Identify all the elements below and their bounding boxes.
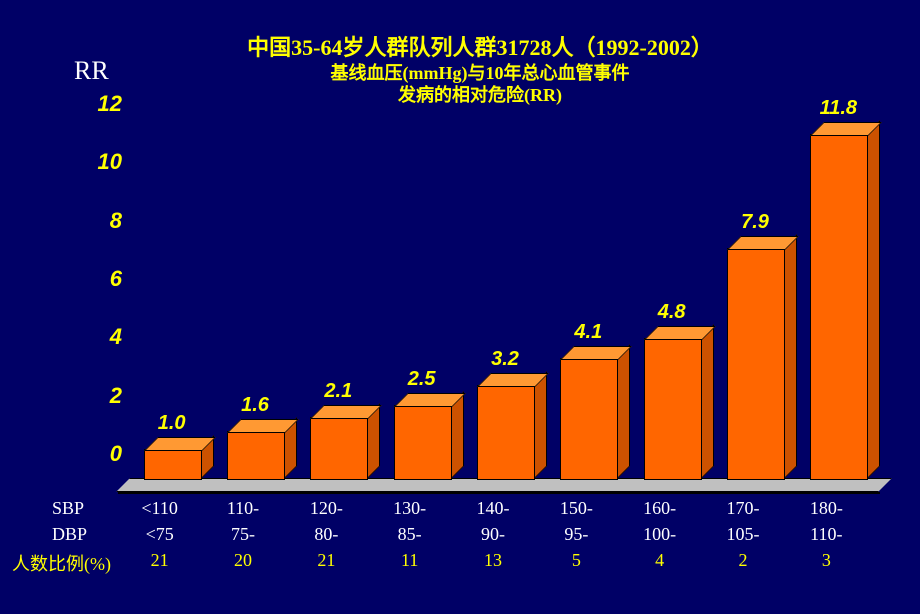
y-tick-label: 4 (82, 324, 122, 350)
bar-front (144, 449, 202, 480)
x-cell: <75 (120, 524, 200, 545)
bar-side (616, 344, 630, 480)
bar: 1.6 (227, 433, 283, 480)
y-tick-label: 2 (82, 383, 122, 409)
rr-axis-label: RR (74, 56, 109, 86)
x-cell: 120- (286, 498, 366, 519)
bar-front (394, 405, 452, 480)
bar-value-label: 2.5 (382, 368, 462, 391)
bar: 2.5 (394, 407, 450, 480)
x-axis-row: 人数比例(%)21202111135423 (80, 550, 880, 576)
x-cell: 21 (120, 550, 200, 571)
bar-front (727, 248, 785, 480)
x-cell: 180- (786, 498, 866, 519)
bar-front (560, 358, 618, 480)
bar-chart: 024681012 1.01.62.12.53.24.14.87.911.8 (80, 130, 880, 480)
bar-value-label: 1.6 (215, 394, 295, 417)
bar-front (810, 134, 868, 480)
bar-front (477, 385, 535, 480)
bar-value-label: 7.9 (715, 211, 795, 234)
x-cell: 2 (703, 550, 783, 571)
x-cell: 130- (370, 498, 450, 519)
x-cell: 75- (203, 524, 283, 545)
x-axis-row: DBP<7575-80-85-90-95-100-105-110- (80, 524, 880, 550)
x-cell: 140- (453, 498, 533, 519)
x-axis-rows: SBP<110110-120-130-140-150-160-170-180-D… (80, 498, 880, 576)
bar: 3.2 (477, 387, 533, 480)
x-cell: 110- (203, 498, 283, 519)
x-cell: 21 (286, 550, 366, 571)
bar-side (700, 324, 714, 480)
bar-front (227, 431, 285, 480)
slide: RR 中国35-64岁人群队列人群31728人（1992-2002） 基线血压(… (0, 0, 920, 614)
x-axis-row: SBP<110110-120-130-140-150-160-170-180- (80, 498, 880, 524)
chart-floor-edge (118, 492, 880, 494)
bar-side (533, 371, 547, 480)
bar-side (783, 234, 797, 480)
x-cell: 100- (620, 524, 700, 545)
x-cell: <110 (120, 498, 200, 519)
x-row-label: 人数比例(%) (12, 550, 112, 576)
bar: 11.8 (810, 136, 866, 480)
x-cell: 90- (453, 524, 533, 545)
y-tick-label: 12 (82, 91, 122, 117)
y-tick-label: 10 (82, 149, 122, 175)
bar-value-label: 3.2 (465, 348, 545, 371)
x-cell: 85- (370, 524, 450, 545)
y-tick-label: 6 (82, 266, 122, 292)
x-cell: 105- (703, 524, 783, 545)
y-tick-label: 0 (82, 441, 122, 467)
title-line3: 发病的相对危险(RR) (200, 84, 760, 107)
chart-title: 中国35-64岁人群队列人群31728人（1992-2002） 基线血压(mmH… (200, 34, 760, 107)
bar-front (310, 417, 368, 480)
x-cell: 170- (703, 498, 783, 519)
bar-value-label: 4.1 (548, 321, 628, 344)
bar: 7.9 (727, 250, 783, 480)
y-tick-label: 8 (82, 208, 122, 234)
x-cell: 13 (453, 550, 533, 571)
x-cell: 80- (286, 524, 366, 545)
x-cell: 4 (620, 550, 700, 571)
bar-side (866, 120, 880, 480)
bar: 2.1 (310, 419, 366, 480)
bar: 4.1 (560, 360, 616, 480)
x-cell: 110- (786, 524, 866, 545)
title-line1: 中国35-64岁人群队列人群31728人（1992-2002） (200, 34, 760, 62)
x-cell: 95- (536, 524, 616, 545)
bar-front (644, 338, 702, 480)
bar-value-label: 11.8 (798, 97, 878, 120)
x-cell: 150- (536, 498, 616, 519)
x-cell: 11 (370, 550, 450, 571)
bars-container: 1.01.62.12.53.24.14.87.911.8 (130, 130, 880, 480)
x-cell: 3 (786, 550, 866, 571)
x-cell: 20 (203, 550, 283, 571)
x-cell: 160- (620, 498, 700, 519)
bar-value-label: 2.1 (298, 380, 378, 403)
bar-value-label: 4.8 (632, 301, 712, 324)
bar-value-label: 1.0 (132, 412, 212, 435)
chart-floor (116, 478, 892, 492)
title-line2: 基线血压(mmHg)与10年总心血管事件 (200, 62, 760, 85)
bar: 1.0 (144, 451, 200, 480)
bar: 4.8 (644, 340, 700, 480)
x-cell: 5 (536, 550, 616, 571)
